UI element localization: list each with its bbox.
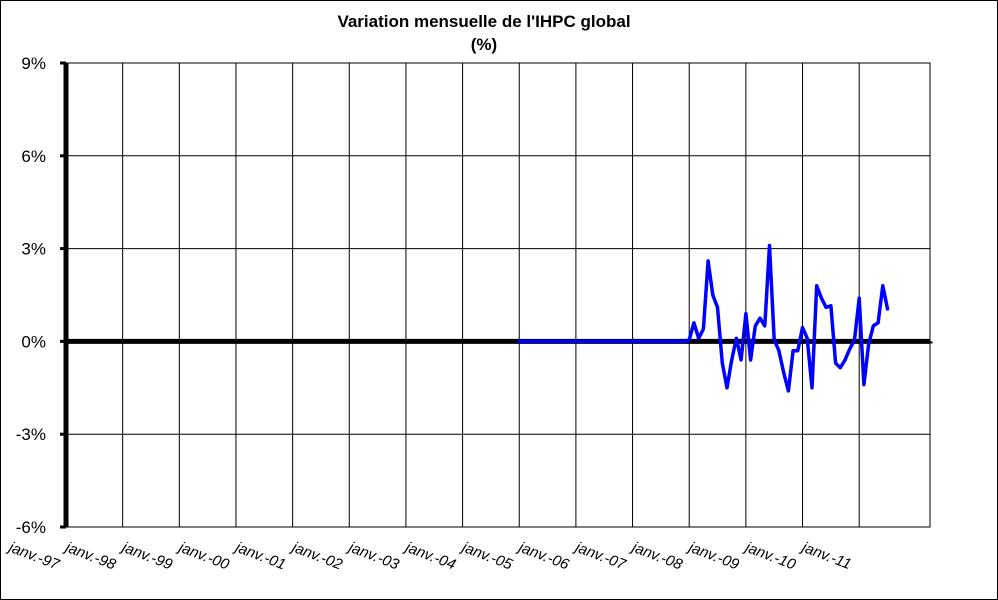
y-tick-label: -6% [16, 518, 46, 537]
grid [65, 62, 931, 528]
y-tick-label: 9% [21, 54, 46, 73]
y-tick-label: 0% [21, 332, 46, 351]
series-group [517, 243, 890, 393]
series-line [517, 243, 890, 393]
y-tick-label: -3% [16, 425, 46, 444]
chart-subtitle: (%) [471, 35, 497, 54]
chart-title: Variation mensuelle de l'IHPC global [337, 12, 630, 31]
axes [63, 63, 933, 527]
y-axis-ticks: 9% 6% 3% 0% -3% -6% [16, 54, 66, 537]
y-tick-label: 6% [21, 147, 46, 166]
y-tick-label: 3% [21, 240, 46, 259]
